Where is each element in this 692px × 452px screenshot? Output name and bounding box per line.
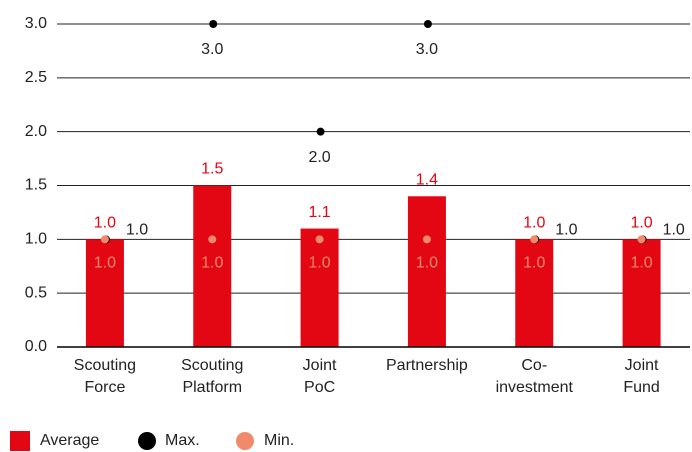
x-tick-label: Scouting bbox=[74, 357, 136, 374]
min-dot bbox=[637, 235, 646, 244]
average-label: 1.0 bbox=[630, 215, 652, 232]
x-tick-label: Joint bbox=[625, 357, 659, 374]
bar bbox=[85, 239, 124, 347]
x-tick-label: Co- bbox=[521, 357, 547, 374]
max-label: 1.0 bbox=[555, 222, 577, 239]
min-dot bbox=[422, 235, 431, 244]
min-dot bbox=[530, 235, 539, 244]
average-label: 1.5 bbox=[201, 161, 223, 178]
x-tick-label: investment bbox=[496, 379, 574, 396]
average-label: 1.0 bbox=[523, 215, 545, 232]
bar bbox=[193, 185, 232, 347]
max-dot bbox=[423, 20, 432, 28]
min-label: 1.0 bbox=[308, 255, 330, 272]
bar bbox=[515, 239, 554, 347]
legend-label: Average bbox=[40, 432, 99, 449]
max-label: 1.0 bbox=[126, 222, 148, 239]
max-label: 1.0 bbox=[663, 222, 685, 239]
max-dot bbox=[209, 20, 218, 28]
legend-swatch bbox=[138, 432, 156, 450]
bar bbox=[300, 228, 339, 347]
x-tick-label: PoC bbox=[304, 379, 335, 396]
x-tick-label: Partnership bbox=[386, 357, 468, 374]
y-tick-label: 1.5 bbox=[25, 177, 47, 194]
max-dot bbox=[316, 127, 325, 136]
min-label: 1.0 bbox=[523, 255, 545, 272]
y-tick-label: 2.5 bbox=[25, 69, 47, 86]
min-label: 1.0 bbox=[416, 255, 438, 272]
max-label: 2.0 bbox=[308, 149, 330, 166]
legend-label: Min. bbox=[264, 432, 294, 449]
min-dot bbox=[100, 235, 109, 244]
x-tick-label: Joint bbox=[303, 357, 337, 374]
average-label: 1.4 bbox=[416, 171, 438, 188]
x-tick-label: Fund bbox=[623, 379, 659, 396]
legend-swatch bbox=[236, 432, 254, 450]
y-tick-label: 3.0 bbox=[25, 15, 47, 32]
legend-label: Max. bbox=[165, 432, 200, 449]
x-tick-label: Force bbox=[84, 379, 125, 396]
bar bbox=[407, 196, 446, 347]
y-tick-label: 1.0 bbox=[25, 231, 47, 248]
average-label: 1.0 bbox=[94, 215, 116, 232]
min-dot bbox=[315, 235, 324, 244]
y-tick-label: 0.5 bbox=[25, 284, 47, 301]
min-label: 1.0 bbox=[201, 255, 223, 272]
y-tick-label: 2.0 bbox=[25, 123, 47, 140]
x-tick-label: Scouting bbox=[181, 357, 243, 374]
y-tick-label: 0.0 bbox=[25, 338, 47, 355]
min-label: 1.0 bbox=[94, 255, 116, 272]
bar bbox=[622, 239, 661, 347]
x-tick-label: Platform bbox=[182, 379, 242, 396]
legend-swatch bbox=[10, 431, 30, 451]
max-label: 3.0 bbox=[416, 41, 438, 58]
min-label: 1.0 bbox=[630, 255, 652, 272]
min-dot bbox=[208, 235, 217, 244]
max-label: 3.0 bbox=[201, 41, 223, 58]
average-label: 1.1 bbox=[308, 204, 330, 221]
